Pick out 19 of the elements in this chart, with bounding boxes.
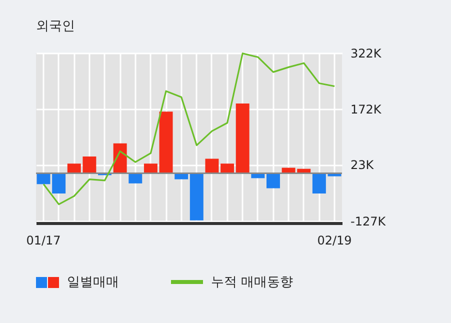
y-tick-label: 23K [350,158,375,172]
y-tick-label: 322K [350,46,382,60]
bar [159,112,173,174]
bar [190,173,204,220]
bar [128,173,142,184]
bar [205,158,219,174]
bar [52,173,66,194]
bar [236,103,250,174]
y-tick-label: 172K [350,102,382,117]
legend-label: 일별매매 [67,274,119,291]
line-series [42,52,336,206]
bar [266,173,280,188]
x-tick-label: 01/17 [26,234,61,248]
legend-label: 누적 매매동향 [211,274,294,291]
bar [174,173,188,180]
chart-title: 외국인 [36,19,75,34]
x-tick-label: 02/19 [317,234,352,248]
bar [312,173,326,194]
y-tick-label: -127K [350,214,387,228]
